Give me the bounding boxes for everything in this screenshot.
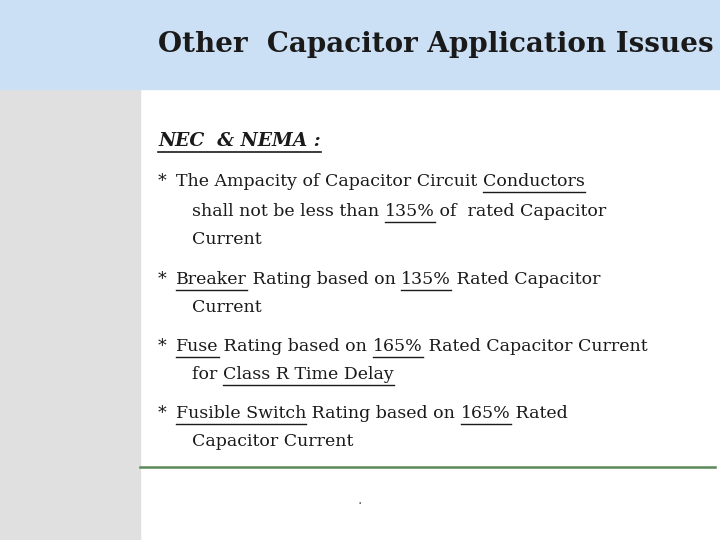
Text: Fuse: Fuse [176, 338, 218, 355]
Text: Rated Capacitor: Rated Capacitor [451, 271, 600, 288]
Text: Breaker: Breaker [176, 271, 247, 288]
Text: Current: Current [192, 231, 261, 248]
Text: *: * [158, 271, 167, 288]
Text: Rated Capacitor Current: Rated Capacitor Current [423, 338, 647, 355]
Text: Capacitor Current: Capacitor Current [192, 433, 354, 450]
Text: Fusible Switch: Fusible Switch [176, 405, 307, 422]
Text: of  rated Capacitor: of rated Capacitor [434, 203, 607, 220]
Text: Current: Current [192, 299, 261, 316]
Text: 165%: 165% [373, 338, 423, 355]
Bar [0, 0, 140, 540]
Text: Conductors: Conductors [482, 173, 585, 190]
Text: 165%: 165% [461, 405, 510, 422]
Text: *: * [158, 173, 167, 190]
Text: The Ampacity of Capacitor Circuit: The Ampacity of Capacitor Circuit [176, 173, 482, 190]
Text: *: * [158, 338, 167, 355]
Text: 135%: 135% [384, 203, 434, 220]
Text: NEC  & NEMA :: NEC & NEMA : [158, 132, 320, 150]
Text: for: for [192, 366, 223, 383]
Bar [0, 0, 720, 89]
Text: *: * [158, 405, 167, 422]
Text: Rating based on: Rating based on [247, 271, 401, 288]
Text: Class R Time Delay: Class R Time Delay [223, 366, 394, 383]
Text: 135%: 135% [401, 271, 451, 288]
Text: .: . [358, 492, 362, 507]
Text: Rating based on: Rating based on [307, 405, 461, 422]
Text: Rated: Rated [510, 405, 568, 422]
Text: Other  Capacitor Application Issues: Other Capacitor Application Issues [158, 31, 714, 58]
Text: shall not be less than: shall not be less than [192, 203, 384, 220]
Text: Rating based on: Rating based on [218, 338, 373, 355]
